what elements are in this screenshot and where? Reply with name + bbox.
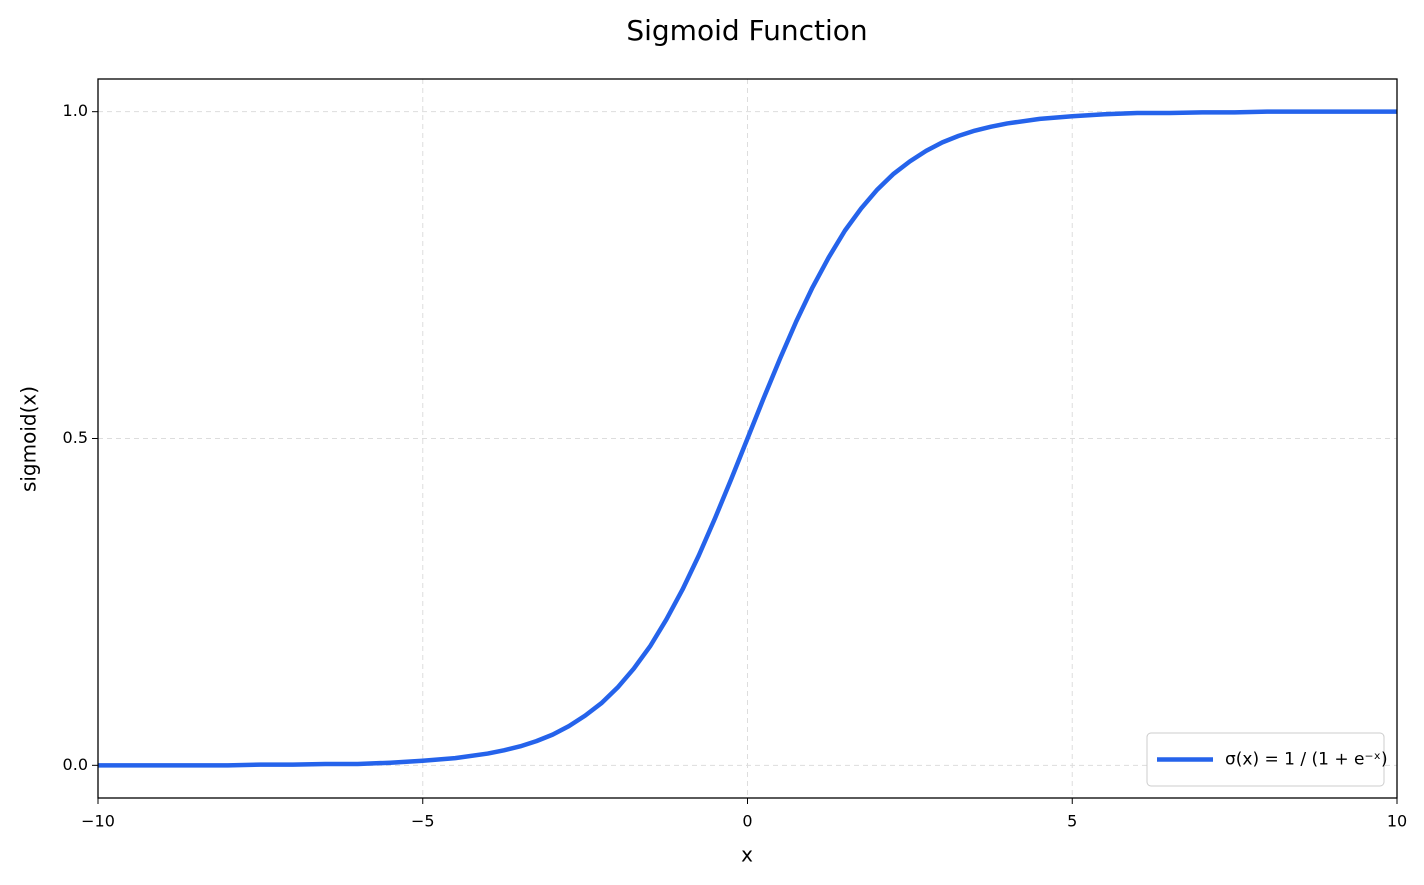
y-axis-label: sigmoid(x) (17, 386, 41, 492)
y-tick-label: 0.0 (63, 755, 88, 774)
legend-box (1146, 732, 1385, 787)
plot-frame (97, 78, 1398, 799)
x-tick-label: −5 (411, 812, 435, 831)
x-axis-label: x (741, 843, 753, 867)
y-tick-label: 1.0 (63, 101, 88, 120)
legend-label: σ(x) = 1 / (1 + e⁻ˣ) (1225, 750, 1388, 770)
x-tick-label: 0 (742, 812, 752, 831)
y-tick-label: 0.5 (63, 428, 88, 447)
line (98, 109, 1397, 768)
x-tick-label: −10 (81, 812, 115, 831)
x-tick-label: 5 (1067, 812, 1077, 831)
chart-title: Sigmoid Function (626, 14, 867, 47)
x-tick-label: 10 (1387, 812, 1407, 831)
